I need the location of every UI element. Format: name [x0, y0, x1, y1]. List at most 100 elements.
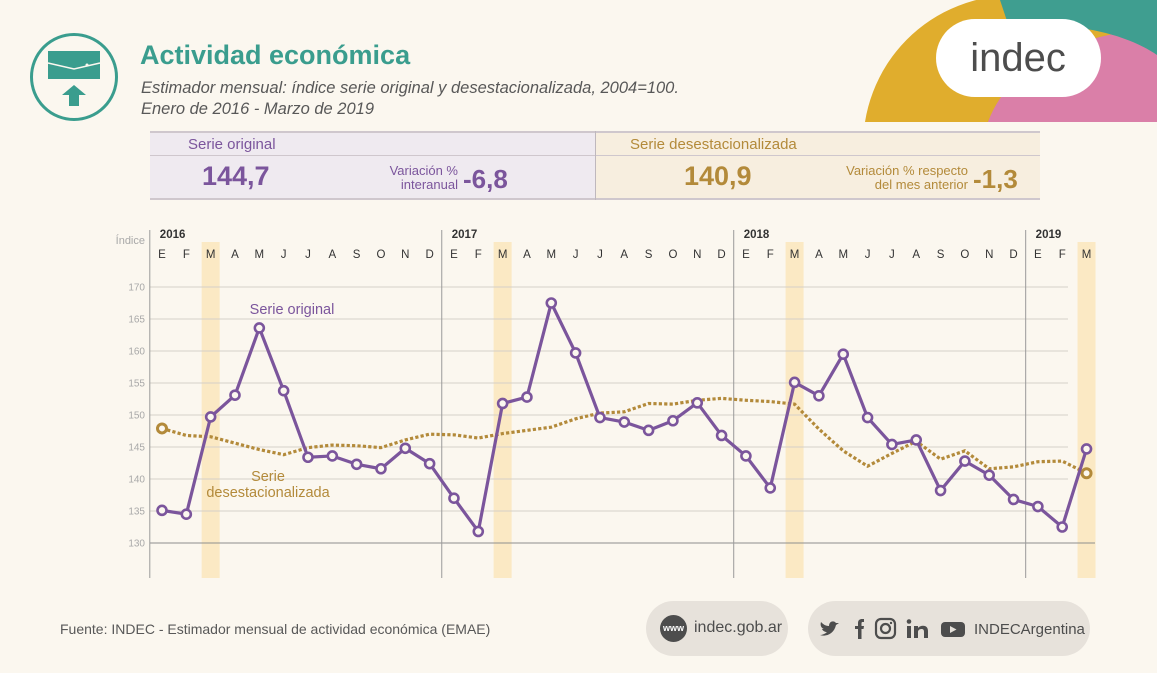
y-tick-label: 145 [128, 443, 145, 454]
subtitle-line-2: Enero de 2016 - Marzo de 2019 [141, 100, 374, 118]
activity-logo-icon [30, 33, 118, 121]
series-line-desestacionalizada [161, 396, 1088, 475]
point-original [1007, 493, 1020, 506]
point-original [715, 429, 728, 442]
point-original [302, 451, 314, 464]
month-label: S [937, 249, 945, 261]
point-original [521, 391, 533, 403]
month-label: M [790, 249, 800, 261]
summary-deseasonalized: Serie desestacionalizada 140,9 Variación… [596, 131, 1040, 200]
point-original [813, 389, 825, 402]
point-original [740, 450, 752, 462]
point-desestacionalizada [1080, 467, 1093, 480]
website-link[interactable]: www indec.gob.ar [646, 601, 788, 656]
month-label: S [645, 249, 653, 261]
www-icon: www [660, 615, 687, 642]
month-label: F [183, 249, 190, 261]
y-tick-label: 165 [128, 315, 145, 326]
y-tick-label: 135 [128, 507, 145, 518]
point-original [959, 455, 971, 467]
month-label: D [425, 249, 433, 261]
month-label: D [717, 249, 725, 261]
month-label: A [523, 249, 531, 261]
month-label: A [231, 249, 239, 261]
month-label: N [693, 249, 701, 261]
point-original [350, 458, 363, 471]
highlight-band-3 [1077, 242, 1096, 578]
month-label: M [838, 249, 848, 261]
point-original [229, 389, 241, 401]
month-label: J [281, 249, 287, 261]
point-original [764, 482, 777, 494]
original-variation-label: Variación % interanual [389, 163, 458, 192]
social-handle: INDECArgentina [974, 621, 1085, 638]
month-label: M [498, 249, 508, 261]
y-tick-label: 170 [128, 283, 145, 294]
y-tick-label: 140 [128, 475, 145, 486]
month-label: F [767, 249, 774, 261]
point-original [861, 411, 874, 424]
brand-logo-text: indec [970, 36, 1066, 80]
point-original [910, 434, 923, 446]
point-original [545, 297, 558, 309]
point-original [253, 322, 266, 334]
deseasonalized-value: 140,9 [684, 161, 752, 191]
website-text: indec.gob.ar [694, 619, 783, 636]
month-label: S [353, 249, 361, 261]
youtube-icon[interactable] [941, 622, 965, 637]
month-label: E [158, 249, 166, 261]
social-links: INDECArgentina [808, 601, 1090, 656]
envelope-arrow-icon [47, 51, 101, 106]
month-label: E [1034, 249, 1042, 261]
month-label: E [742, 249, 750, 261]
month-label: A [328, 249, 336, 261]
year-label-2019: 2019 [1036, 229, 1062, 241]
facebook-icon[interactable] [855, 619, 864, 639]
summary-panel: Serie original 144,7 Variación % interan… [150, 131, 1040, 200]
social-icons [820, 617, 965, 640]
instagram-icon[interactable] [874, 617, 897, 640]
month-label: J [305, 249, 311, 261]
highlight-band-0 [201, 242, 220, 578]
month-label: M [1082, 249, 1092, 261]
month-label: A [815, 249, 823, 261]
page-title: Actividad económica [140, 40, 411, 70]
linkedin-icon[interactable] [906, 619, 928, 638]
y-tick-label: 155 [128, 379, 145, 390]
point-original [691, 397, 704, 409]
point-original [180, 508, 193, 521]
point-original [472, 525, 485, 538]
point-original [156, 504, 168, 517]
point-original [423, 457, 436, 470]
source-note: Fuente: INDEC - Estimador mensual de act… [60, 621, 491, 637]
month-label: O [376, 249, 385, 261]
point-original [618, 416, 631, 428]
year-label-2016: 2016 [160, 229, 186, 241]
series-label-desestacionalizada-2: desestacionalizada [206, 485, 330, 501]
point-original [886, 438, 898, 451]
month-label: M [546, 249, 556, 261]
brand-badge [936, 19, 1101, 97]
month-label: J [573, 249, 579, 261]
month-label: J [889, 249, 895, 261]
month-label: M [206, 249, 216, 261]
point-original [375, 462, 387, 475]
month-label: F [475, 249, 482, 261]
month-label: N [985, 249, 993, 261]
deseasonalized-variation-value: -1,3 [973, 164, 1018, 194]
deseasonalized-variation-label: Variación % respecto del mes anterior [846, 163, 968, 192]
point-original [788, 376, 801, 389]
brand-decoration: indec [865, 0, 1157, 122]
point-original [594, 411, 606, 424]
point-original [667, 414, 679, 427]
month-label: O [960, 249, 969, 261]
deseasonalized-label: Serie desestacionalizada [630, 136, 797, 153]
point-original [837, 348, 850, 361]
month-label: A [912, 249, 920, 261]
year-label-2018: 2018 [744, 229, 770, 241]
twitter-icon[interactable] [820, 621, 839, 636]
point-original [934, 484, 947, 497]
original-variation-value: -6,8 [463, 164, 508, 194]
point-original [1056, 521, 1069, 533]
month-label: A [620, 249, 628, 261]
